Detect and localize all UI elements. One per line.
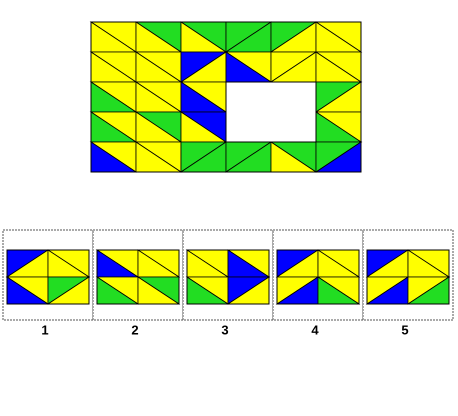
option: 1 <box>2 229 94 337</box>
option-border <box>276 249 360 305</box>
option-label: 5 <box>401 322 408 337</box>
pattern-grid <box>89 21 363 173</box>
options: 1 2 3 4 5 <box>2 229 454 337</box>
option-border <box>366 249 450 305</box>
option-label: 4 <box>311 322 319 337</box>
option-border <box>6 249 90 305</box>
option-label: 3 <box>221 322 228 337</box>
option-border <box>186 249 270 305</box>
option-label: 1 <box>41 322 48 337</box>
option: 2 <box>92 229 184 337</box>
grid-border <box>90 21 362 173</box>
option: 4 <box>272 229 364 337</box>
option-label: 2 <box>131 322 138 337</box>
option-border <box>96 249 180 305</box>
option: 3 <box>182 229 274 337</box>
missing-piece <box>225 81 317 143</box>
option: 5 <box>362 229 454 337</box>
